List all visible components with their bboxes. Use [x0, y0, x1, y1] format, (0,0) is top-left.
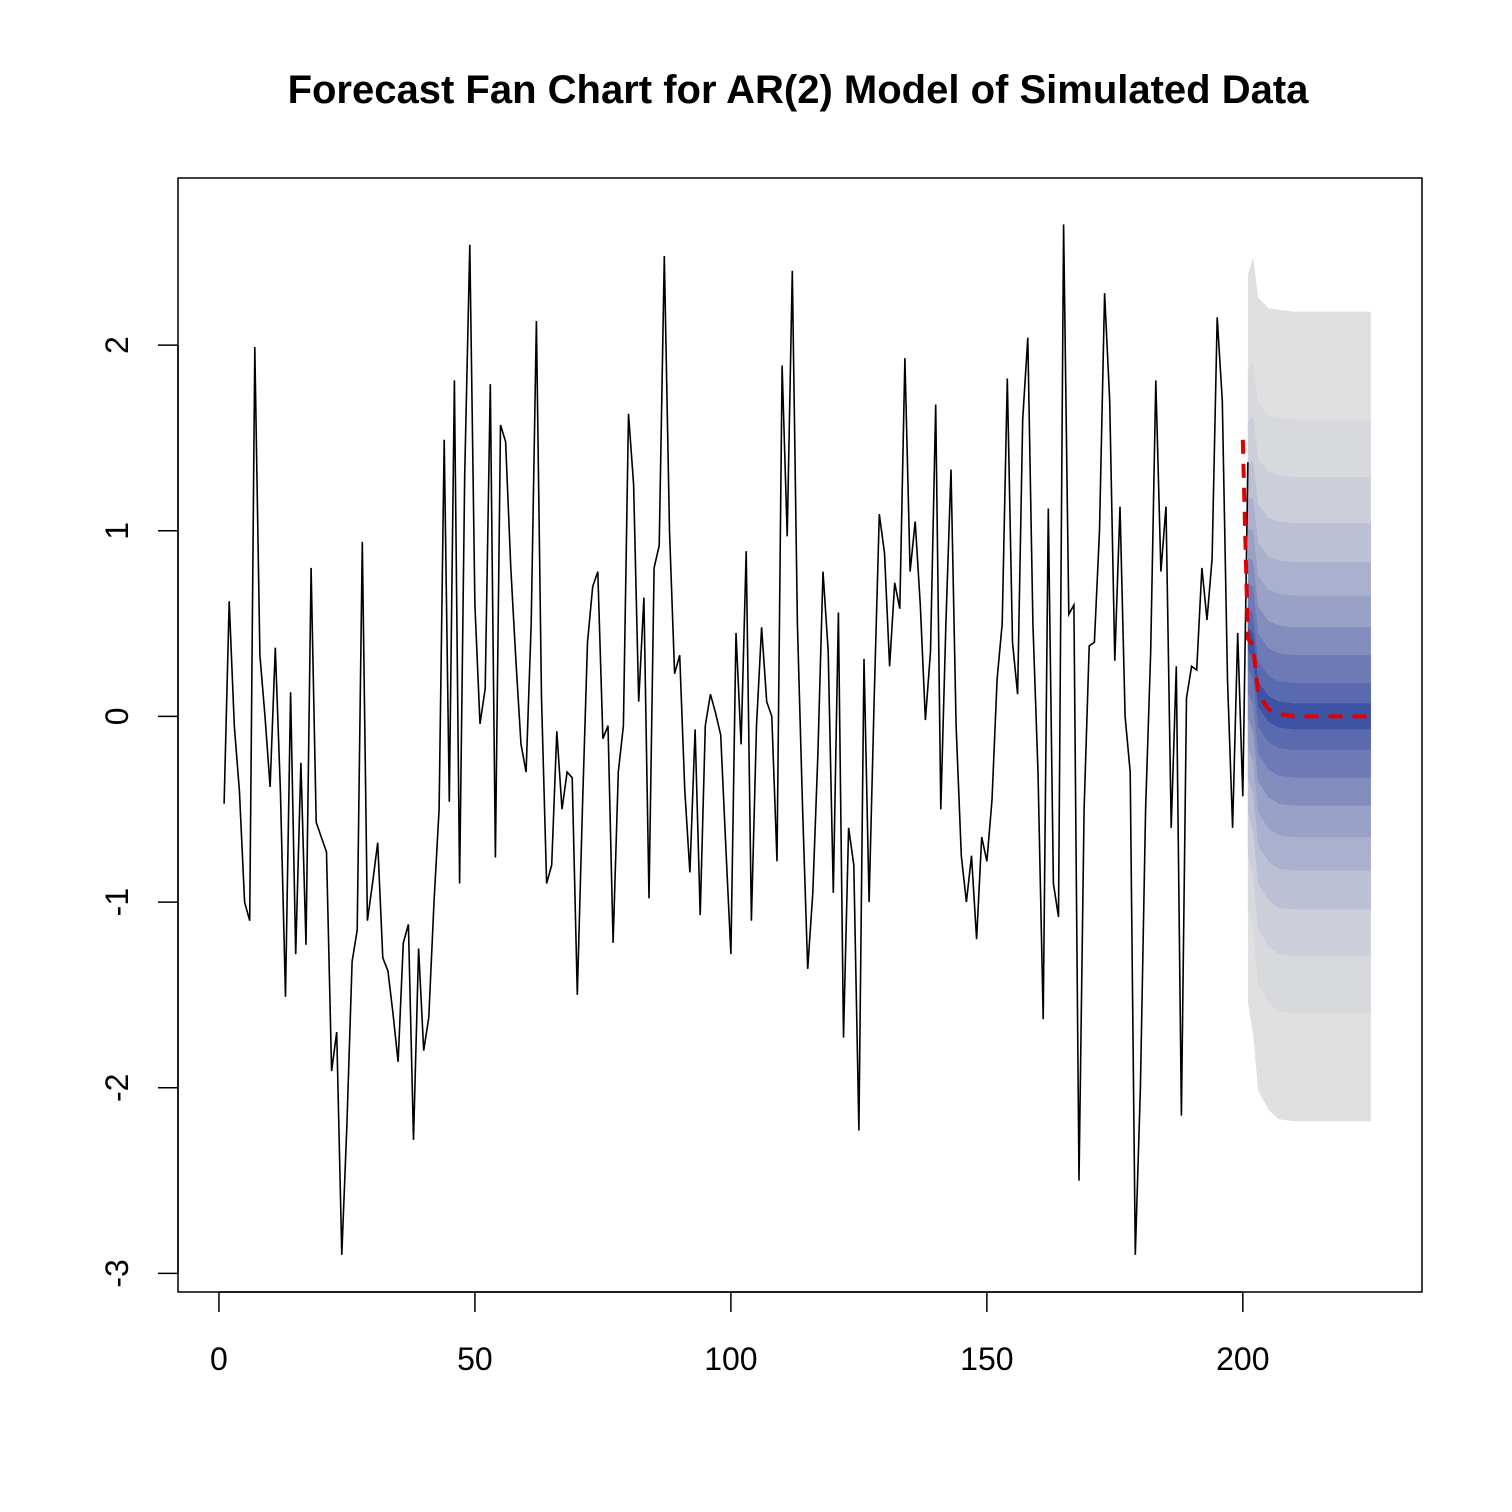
- x-tick-label: 100: [704, 1341, 757, 1377]
- observed-line: [223, 224, 1249, 1255]
- series-lines: [223, 224, 1371, 1255]
- x-tick-label: 0: [210, 1341, 228, 1377]
- y-tick-label: -2: [99, 1074, 135, 1102]
- x-axis: 0 50 100 150 200: [210, 1291, 1270, 1377]
- y-tick-label: -1: [99, 888, 135, 916]
- y-tick-label: -3: [99, 1259, 135, 1287]
- chart-title: Forecast Fan Chart for AR(2) Model of Si…: [288, 68, 1310, 112]
- point-forecast-line: [1240, 439, 1371, 719]
- x-tick-label: 50: [457, 1341, 493, 1377]
- fan-bands: [1247, 257, 1371, 1122]
- fan-band-10: [1247, 626, 1371, 730]
- y-axis: -3 -2 -1 0 1 2: [99, 336, 179, 1288]
- y-tick-label: 1: [99, 522, 135, 540]
- x-tick-label: 200: [1216, 1341, 1269, 1377]
- x-tick-label: 150: [960, 1341, 1013, 1377]
- y-tick-label: 0: [99, 708, 135, 726]
- y-tick-label: 2: [99, 336, 135, 354]
